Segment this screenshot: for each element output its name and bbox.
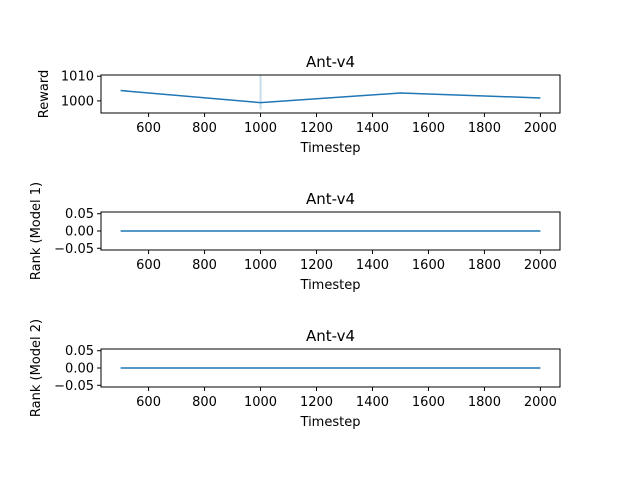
y-tick-label: 1010 bbox=[61, 70, 94, 85]
x-axis-label: Timestep bbox=[300, 141, 361, 156]
subplot-3: 600 800 1000 1200 1400 1600 1800 2000 0.05 0.00 −0… bbox=[29, 319, 561, 430]
x-tick-label: 1800 bbox=[468, 258, 501, 273]
chart-title: Ant-v4 bbox=[306, 53, 355, 71]
x-tick-label: 600 bbox=[136, 395, 161, 410]
x-tick-label: 1200 bbox=[300, 121, 333, 136]
x-tick-label: 1800 bbox=[468, 395, 501, 410]
x-tick-label: 1600 bbox=[412, 121, 445, 136]
y-tick-label: 0.00 bbox=[65, 362, 94, 377]
chart-title: Ant-v4 bbox=[306, 190, 355, 208]
y-axis-label: Rank (Model 1) bbox=[29, 182, 44, 280]
x-tick-label: 1800 bbox=[468, 121, 501, 136]
y-tick-label: 0.05 bbox=[65, 207, 94, 222]
y-axis-label: Reward bbox=[37, 70, 52, 118]
x-axis-label: Timestep bbox=[300, 415, 361, 430]
axes-frame bbox=[100, 74, 561, 114]
y-tick-label: −0.05 bbox=[54, 379, 94, 394]
x-tick-label: 1600 bbox=[412, 395, 445, 410]
y-tick-label: 0.00 bbox=[65, 225, 94, 240]
x-tick-label: 1600 bbox=[412, 258, 445, 273]
x-tick-label: 800 bbox=[192, 395, 217, 410]
x-tick-label: 1000 bbox=[244, 395, 277, 410]
x-tick-label: 1200 bbox=[300, 395, 333, 410]
x-tick-label: 600 bbox=[136, 258, 161, 273]
x-tick-label: 1400 bbox=[356, 258, 389, 273]
x-axis-label: Timestep bbox=[300, 278, 361, 293]
chart-title: Ant-v4 bbox=[306, 327, 355, 345]
x-tick-label: 800 bbox=[192, 121, 217, 136]
x-tick-label: 1400 bbox=[356, 121, 389, 136]
x-tick-label: 600 bbox=[136, 121, 161, 136]
x-tick-label: 1200 bbox=[300, 258, 333, 273]
x-tick-label: 800 bbox=[192, 258, 217, 273]
x-tick-label: 1000 bbox=[244, 258, 277, 273]
x-tick-label: 2000 bbox=[524, 395, 557, 410]
subplot-2: 600 800 1000 1200 1400 1600 1800 2000 0.05 0.00 −0… bbox=[29, 182, 561, 293]
x-tick-label: 2000 bbox=[524, 258, 557, 273]
series-line bbox=[120, 89, 541, 104]
y-tick-label: 0.05 bbox=[65, 344, 94, 359]
y-tick-label: 1000 bbox=[61, 94, 94, 109]
subplot-1: 600 800 1000 1200 1400 1600 1800 2000 1000 1010 An… bbox=[37, 53, 561, 156]
x-tick-label: 1400 bbox=[356, 395, 389, 410]
y-axis-label: Rank (Model 2) bbox=[29, 319, 44, 417]
x-tick-label: 2000 bbox=[524, 121, 557, 136]
x-tick-label: 1000 bbox=[244, 121, 277, 136]
y-tick-label: −0.05 bbox=[54, 242, 94, 257]
